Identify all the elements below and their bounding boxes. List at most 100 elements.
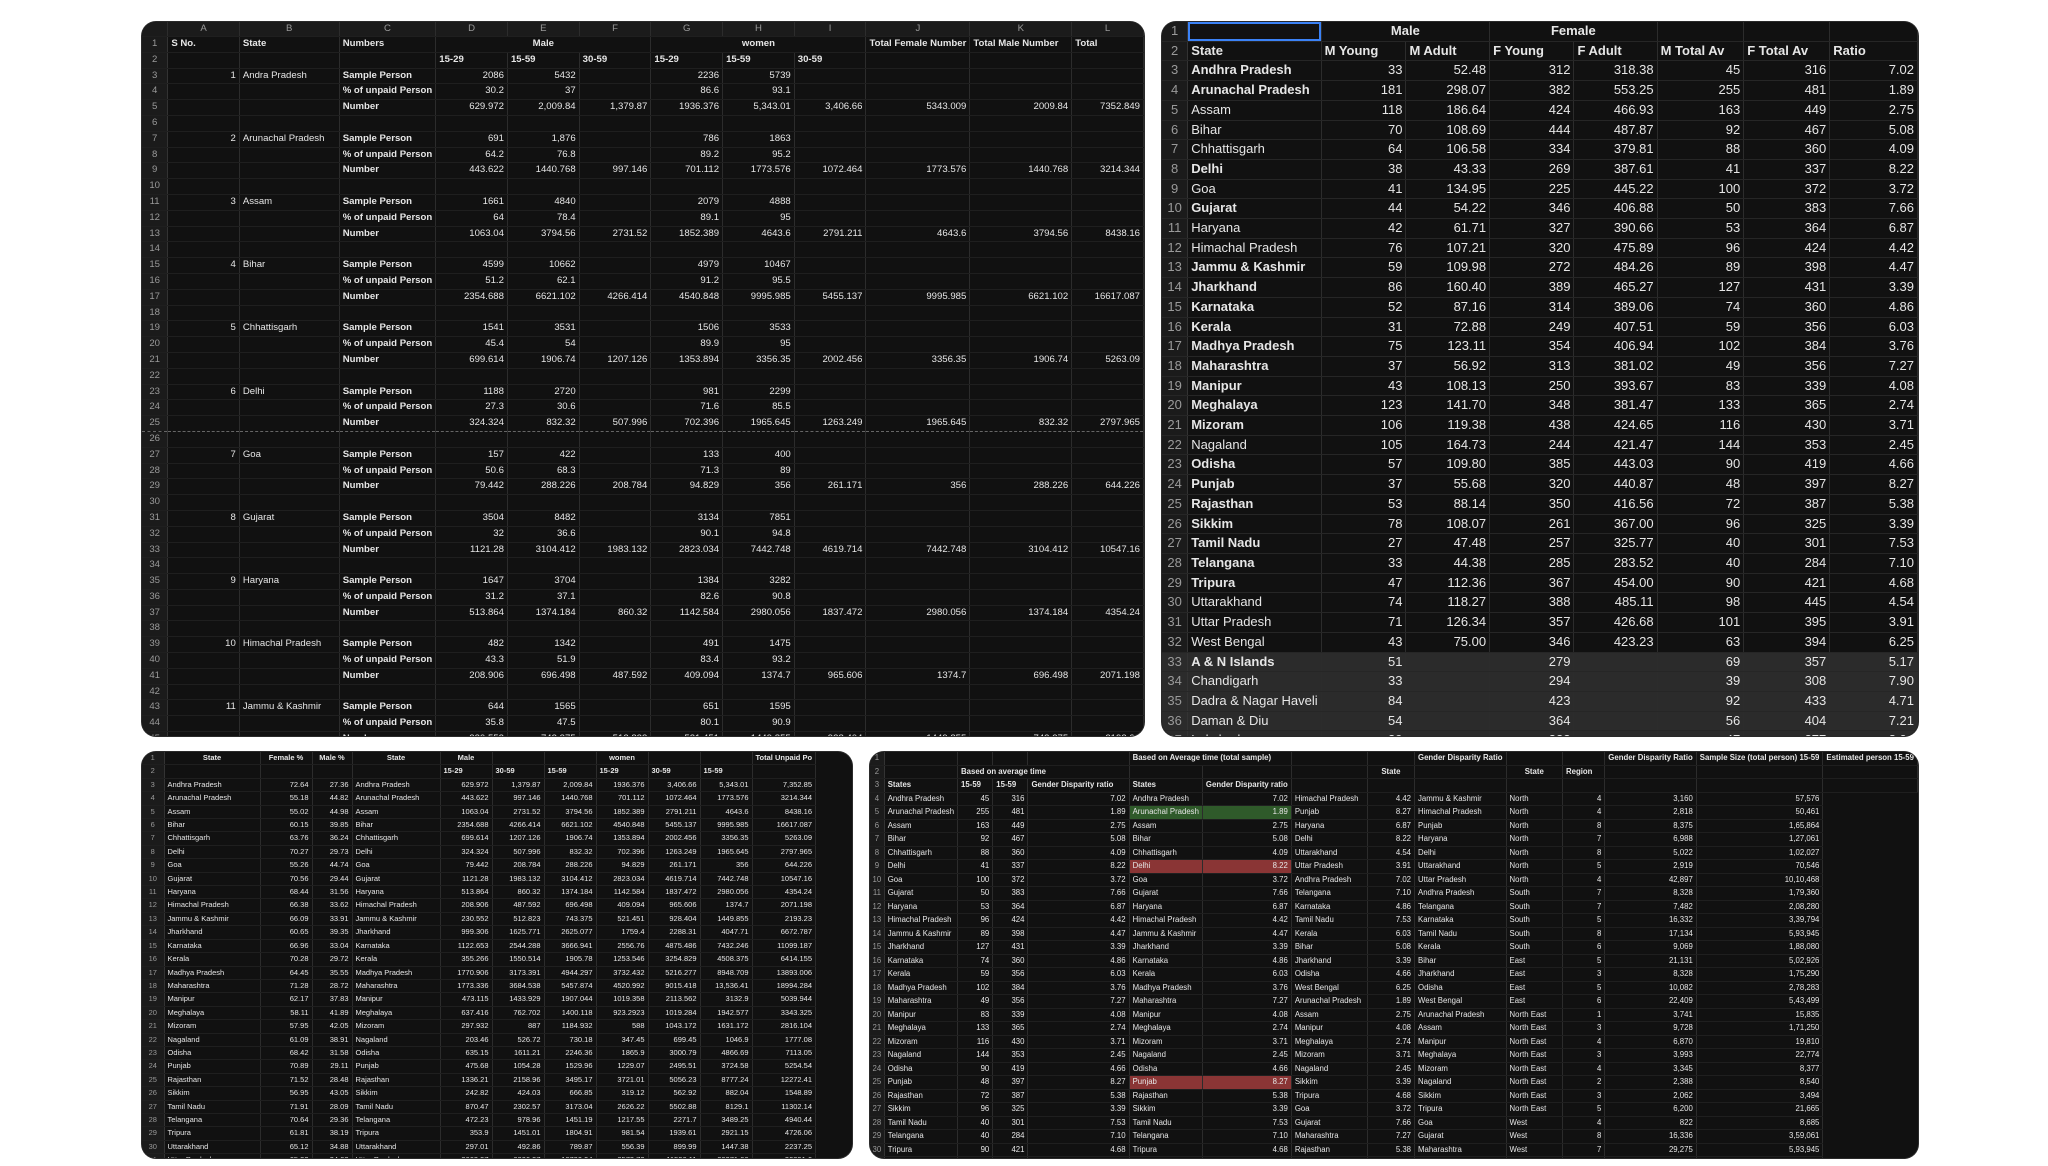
state-cell[interactable]: Punjab <box>1129 1075 1203 1090</box>
value-cell[interactable]: 288.226 <box>507 478 580 496</box>
value-cell[interactable]: 4726.06 <box>752 1126 817 1141</box>
total-cell[interactable]: 2797.965 <box>1071 415 1144 432</box>
value-cell[interactable]: 4 <box>1562 792 1606 806</box>
value-cell[interactable] <box>579 83 652 101</box>
value-cell[interactable]: 96 <box>957 1102 994 1117</box>
value-cell[interactable]: 35.8 <box>435 715 508 733</box>
column-header-cell[interactable]: 15-59 <box>992 778 1029 793</box>
state-cell[interactable]: Tripura <box>884 1143 959 1157</box>
cell[interactable] <box>1071 320 1144 338</box>
value-cell[interactable] <box>579 510 652 527</box>
value-cell[interactable] <box>794 636 867 654</box>
value-cell[interactable]: 4 <box>1562 1062 1606 1076</box>
total-cell[interactable]: 4354.24 <box>1071 605 1144 622</box>
row-number[interactable]: 26 <box>142 1086 165 1101</box>
value-cell[interactable]: 5.08 <box>1367 940 1416 955</box>
value-cell[interactable]: 2,009.84 <box>507 99 580 116</box>
state-cell[interactable]: Delhi <box>1291 832 1368 847</box>
value-cell[interactable]: 3.72 <box>1027 873 1130 887</box>
value-cell[interactable]: 4.66 <box>1829 454 1918 476</box>
value-cell[interactable]: 421.47 <box>1573 435 1658 456</box>
value-cell[interactable]: 364 <box>1743 218 1831 239</box>
value-cell[interactable]: 445.22 <box>1573 179 1658 200</box>
value-cell[interactable]: 52.48 <box>1405 60 1491 82</box>
value-cell[interactable] <box>794 320 867 338</box>
value-cell[interactable] <box>794 147 867 164</box>
state-cell[interactable]: Tripura <box>1414 1102 1507 1117</box>
row-number[interactable]: 8 <box>1162 159 1189 180</box>
state-cell[interactable]: Jharkhand <box>352 925 441 940</box>
cell[interactable] <box>794 494 867 511</box>
value-cell[interactable]: 1451.01 <box>492 1126 545 1141</box>
state-cell[interactable]: Maharashtra <box>1414 1143 1507 1157</box>
row-number[interactable]: 16 <box>142 952 165 967</box>
value-cell[interactable]: 1440.768 <box>544 791 597 806</box>
value-cell[interactable]: 699.614 <box>435 352 508 369</box>
value-cell[interactable]: 475.89 <box>1573 238 1658 259</box>
value-cell[interactable]: 249 <box>1489 317 1575 338</box>
value-cell[interactable]: 102 <box>1657 336 1745 357</box>
value-cell[interactable]: 2237.25 <box>752 1140 817 1155</box>
value-cell[interactable]: 96 <box>1657 238 1745 259</box>
total-female-cell[interactable]: 5343.009 <box>865 99 971 116</box>
state-cell[interactable]: Karnataka <box>1414 913 1507 928</box>
value-cell[interactable]: 4.68 <box>1829 573 1918 594</box>
state-cell[interactable]: Tripura <box>1129 1143 1203 1157</box>
value-cell[interactable]: 163 <box>1657 100 1745 121</box>
value-cell[interactable]: 4.68 <box>1027 1143 1130 1157</box>
value-cell[interactable]: 47 <box>1657 730 1745 736</box>
value-cell[interactable]: 4599 <box>435 257 508 274</box>
row-number[interactable]: 18 <box>142 979 165 994</box>
value-cell[interactable]: 90 <box>957 1062 994 1076</box>
cell[interactable] <box>969 257 1073 274</box>
total-male-cell[interactable]: 696.498 <box>969 668 1073 685</box>
row-number[interactable]: 26 <box>142 431 169 448</box>
cell[interactable] <box>239 415 340 432</box>
state-cell[interactable]: Manipur <box>352 992 441 1007</box>
value-cell[interactable]: 2,818 <box>1604 805 1697 820</box>
value-cell[interactable]: 50.6 <box>435 463 508 480</box>
row-number[interactable]: 9 <box>142 162 169 180</box>
row-number[interactable]: 25 <box>1162 494 1189 515</box>
cell[interactable] <box>865 178 971 195</box>
region-cell[interactable]: North <box>1506 819 1564 833</box>
cell[interactable] <box>957 752 994 766</box>
value-cell[interactable]: 383 <box>1743 198 1831 220</box>
value-cell[interactable]: 699.614 <box>440 831 493 846</box>
value-cell[interactable]: 70.28 <box>260 952 313 967</box>
value-cell[interactable]: 44.98 <box>312 805 353 820</box>
value-cell[interactable] <box>794 699 867 717</box>
row-number[interactable]: 16 <box>1162 317 1189 338</box>
value-cell[interactable]: 42 <box>1321 218 1407 239</box>
value-cell[interactable]: 63.76 <box>260 831 313 846</box>
value-cell[interactable]: 53 <box>957 900 994 914</box>
value-cell[interactable]: 337 <box>992 859 1029 874</box>
value-cell[interactable]: 116 <box>1657 415 1745 436</box>
value-cell[interactable]: 4.47 <box>1829 257 1918 279</box>
value-cell[interactable]: 53 <box>1321 494 1407 515</box>
value-cell[interactable] <box>579 131 652 148</box>
state-cell[interactable]: Chhattisgarh <box>1187 139 1322 160</box>
value-cell[interactable]: 433 <box>1743 690 1831 712</box>
value-cell[interactable]: 34.88 <box>312 1140 353 1155</box>
header-cell[interactable] <box>352 764 441 779</box>
value-cell[interactable]: 203.46 <box>440 1033 493 1047</box>
total-cell[interactable]: 10547.16 <box>1071 542 1144 559</box>
value-cell[interactable]: 44.38 <box>1405 553 1491 574</box>
value-cell[interactable]: 1852.389 <box>650 226 724 243</box>
row-number[interactable]: 16 <box>142 273 169 290</box>
value-cell[interactable]: 90.9 <box>722 715 795 733</box>
value-cell[interactable]: 7 <box>1562 832 1606 847</box>
value-cell[interactable]: 7,352.85 <box>752 778 817 793</box>
cell[interactable] <box>1829 22 1918 42</box>
cell[interactable] <box>167 463 240 480</box>
value-cell[interactable]: 324.324 <box>435 415 508 432</box>
row-number[interactable]: 15 <box>1162 297 1189 318</box>
value-cell[interactable]: 475.68 <box>440 1059 493 1074</box>
cell[interactable] <box>969 194 1073 211</box>
value-cell[interactable]: 181 <box>1321 80 1407 101</box>
value-cell[interactable]: 372 <box>1743 179 1831 200</box>
value-cell[interactable] <box>579 399 652 417</box>
value-cell[interactable]: 9,728 <box>1604 1021 1697 1036</box>
cell[interactable] <box>579 557 652 575</box>
